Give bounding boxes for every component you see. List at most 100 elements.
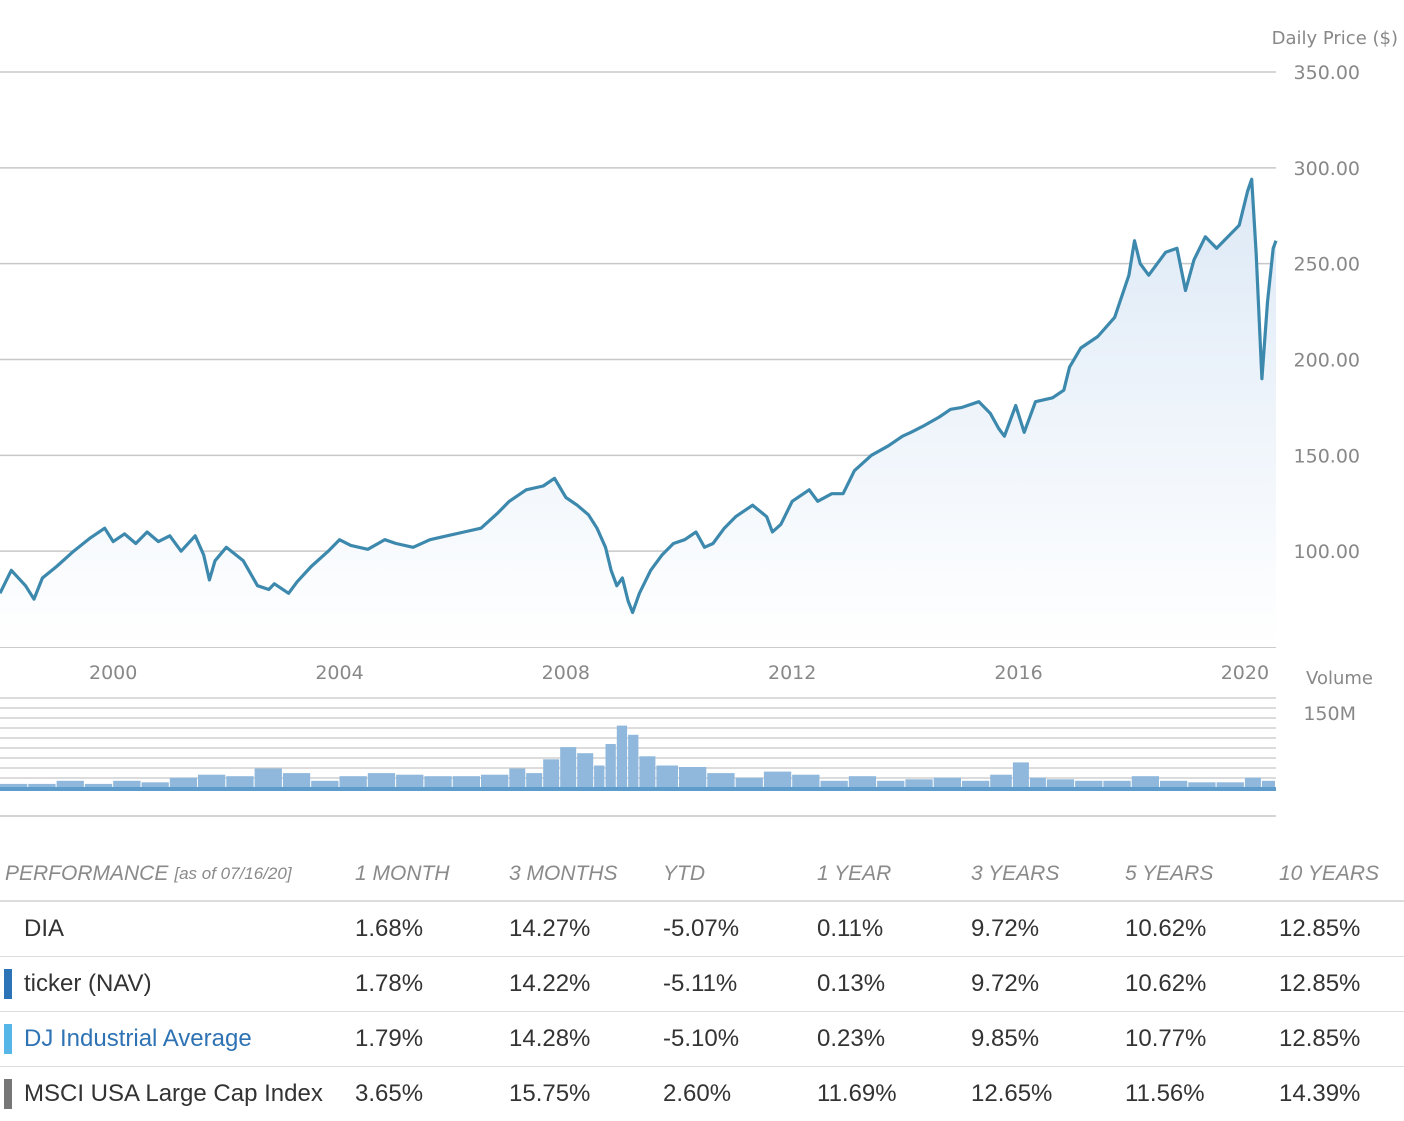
performance-row-nav: ticker (NAV) 1.78% 14.22% -5.11% 0.13% 9… (0, 957, 1404, 1012)
row-value: 11.56% (1125, 1080, 1205, 1107)
row-value: 10.62% (1125, 970, 1207, 997)
volume-bar (198, 774, 226, 790)
row-value: 11.69% (817, 1080, 897, 1107)
volume-bar (526, 773, 543, 790)
performance-row-index: DJ Industrial Average 1.79% 14.28% -5.10… (0, 1012, 1404, 1067)
volume-bar (543, 759, 560, 790)
row-name: DIA (24, 915, 65, 942)
price-series-line (0, 177, 1278, 615)
volume-bar (424, 776, 452, 790)
volume-bar (1216, 782, 1244, 790)
volume-bar (628, 734, 639, 790)
row-value: 9.85% (971, 1025, 1040, 1052)
price-tick-label: 350.00 (1294, 62, 1360, 84)
year-tick-label: 2000 (89, 662, 137, 684)
nav-legend-swatch (4, 969, 12, 999)
price-tick-label: 300.00 (1294, 158, 1360, 180)
col-1-year: 1 YEAR (817, 862, 892, 885)
performance-header-row: PERFORMANCE [as of 07/16/20] 1 MONTH 3 M… (0, 848, 1404, 902)
volume-bar (905, 779, 933, 790)
row-value: 9.72% (971, 970, 1040, 997)
volume-bar (1188, 782, 1216, 790)
volume-bar (679, 767, 707, 790)
col-5-years: 5 YEARS (1125, 862, 1214, 885)
row-name: ticker (NAV) (24, 970, 152, 997)
volume-bar (169, 777, 198, 790)
volume-bar (605, 744, 616, 790)
price-tick-label: 200.00 (1294, 350, 1360, 372)
volume-bar (577, 753, 594, 790)
year-tick-label: 2020 (1221, 662, 1269, 684)
row-value: 3.65% (355, 1080, 424, 1107)
index-legend-swatch (4, 1024, 12, 1054)
volume-bar (1012, 762, 1029, 790)
row-value: 0.11% (817, 915, 884, 942)
volume-bar (560, 747, 577, 790)
volume-bar (1160, 780, 1188, 790)
volume-bar (656, 765, 678, 790)
performance-title: PERFORMANCE [as of 07/16/20] (5, 848, 292, 900)
volume-bar (735, 777, 763, 790)
msci-legend-swatch (4, 1079, 12, 1109)
volume-bar (1103, 780, 1131, 790)
col-10-years: 10 YEARS (1279, 862, 1380, 885)
volume-bar (367, 773, 396, 790)
volume-tick-label: 150M (1303, 703, 1356, 725)
row-value: 12.85% (1279, 915, 1361, 942)
volume-bar (282, 773, 311, 790)
row-value: 14.28% (509, 1025, 591, 1052)
year-tick-label: 2008 (542, 662, 590, 684)
volume-bar (763, 771, 792, 790)
year-tick-label: 2004 (315, 662, 363, 684)
price-area-fill (0, 179, 1276, 648)
volume-bar (141, 782, 169, 790)
performance-table: PERFORMANCE [as of 07/16/20] 1 MONTH 3 M… (0, 848, 1404, 1121)
volume-baseline-band (0, 787, 1276, 791)
price-tick-label: 150.00 (1294, 445, 1360, 467)
row-value: 1.79% (355, 1025, 424, 1052)
row-value: 12.65% (971, 1080, 1053, 1107)
row-value: 14.39% (1279, 1080, 1361, 1107)
col-3-years: 3 YEARS (971, 862, 1060, 885)
volume-bar (254, 768, 282, 790)
price-tick-label: 250.00 (1294, 254, 1360, 276)
volume-bar (339, 776, 367, 790)
row-value: -5.07% (663, 915, 740, 942)
volume-bar (0, 783, 28, 790)
volume-bar (28, 783, 56, 790)
volume-bar (962, 780, 990, 790)
volume-bar (707, 773, 735, 790)
price-chart-svg: 350.00 300.00 250.00 200.00 150.00 100.00 2000… (0, 28, 1398, 817)
row-value: 1.68% (355, 915, 424, 942)
col-1-month: 1 MONTH (355, 862, 450, 885)
volume-bar (639, 756, 656, 790)
volume-bar (933, 777, 961, 790)
volume-bar (311, 780, 339, 790)
volume-bar (1029, 777, 1046, 790)
row-value: 14.27% (509, 915, 591, 942)
volume-bar (1046, 779, 1075, 790)
volume-axis-title: Volume (1306, 668, 1373, 689)
row-value: -5.11% (663, 970, 738, 997)
row-value: 10.62% (1125, 915, 1207, 942)
performance-row-msci: MSCI USA Large Cap Index 3.65% 15.75% 2.… (0, 1067, 1404, 1121)
performance-asof: [as of 07/16/20] (174, 864, 292, 883)
row-value: -5.10% (663, 1025, 740, 1052)
volume-bar (481, 774, 509, 790)
price-tick-label: 100.00 (1294, 541, 1360, 563)
col-3-months: 3 MONTHS (509, 862, 618, 885)
volume-bar (792, 774, 820, 790)
row-value: 2.60% (663, 1080, 732, 1107)
dj-industrial-average-link[interactable]: DJ Industrial Average (24, 1025, 252, 1052)
col-ytd: YTD (663, 862, 705, 885)
volume-bar (509, 768, 526, 790)
volume-bar (1261, 780, 1275, 790)
price-axis-title: Daily Price ($) (1272, 28, 1398, 49)
row-value: 9.72% (971, 915, 1040, 942)
row-value: 0.13% (817, 970, 886, 997)
row-name: MSCI USA Large Cap Index (24, 1080, 323, 1107)
volume-bar (990, 774, 1012, 790)
row-value: 12.85% (1279, 1025, 1361, 1052)
volume-bar (226, 776, 254, 790)
volume-bar (1131, 776, 1159, 790)
